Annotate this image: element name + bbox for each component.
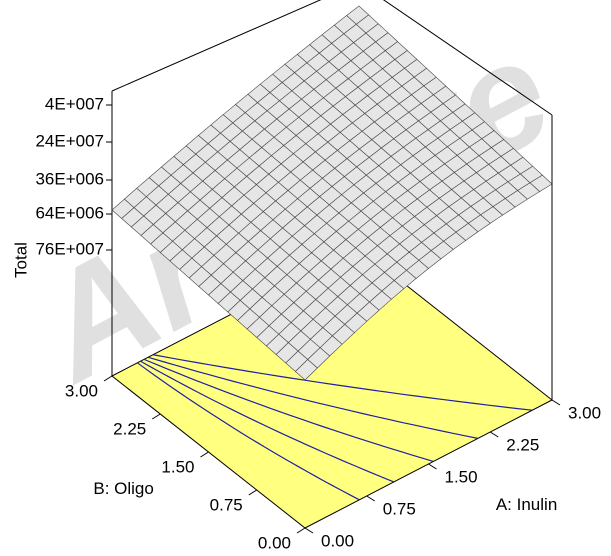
z-tick-label: 24E+007 — [35, 131, 104, 150]
y-tick-label: 0.75 — [210, 495, 243, 514]
y-tick — [296, 527, 306, 534]
x-tick-label: 3.00 — [568, 403, 601, 422]
x-tick — [428, 463, 437, 470]
box-edge — [382, 0, 553, 116]
x-tick-label: 0.00 — [321, 531, 354, 550]
y-tick — [151, 413, 161, 420]
x-tick — [366, 495, 376, 502]
contour-line — [117, 347, 479, 439]
y-tick — [248, 489, 258, 496]
z-tick-label: 4E+007 — [45, 94, 104, 113]
y-tick-label: 0.00 — [258, 533, 291, 552]
surface-cell — [294, 359, 318, 381]
x-tick — [551, 399, 561, 406]
y-axis-label: B: Oligo — [93, 479, 153, 498]
x-tick — [304, 527, 314, 534]
y-tick — [200, 451, 209, 458]
y-tick-label: 3.00 — [65, 381, 98, 400]
contour-line — [117, 347, 360, 501]
x-tick-label: 1.50 — [445, 467, 478, 486]
y-tick-label: 2.25 — [113, 419, 146, 438]
contour-line — [117, 347, 533, 411]
z-tick-label: 76E+007 — [35, 239, 104, 258]
y-tick — [103, 375, 113, 382]
z-tick-label: 36E+006 — [35, 169, 104, 188]
contour-line — [117, 347, 395, 483]
x-tick — [489, 431, 499, 438]
contour-line — [117, 347, 434, 462]
x-tick-label: 0.75 — [383, 499, 416, 518]
contours — [117, 347, 533, 501]
box-edge — [111, 0, 322, 92]
z-tick-label: 64E+006 — [35, 203, 104, 222]
x-axis-label: A: Inulin — [496, 495, 557, 514]
x-tick-label: 2.25 — [506, 435, 539, 454]
y-tick-label: 1.50 — [161, 457, 194, 476]
z-axis-label: Total — [11, 242, 30, 278]
